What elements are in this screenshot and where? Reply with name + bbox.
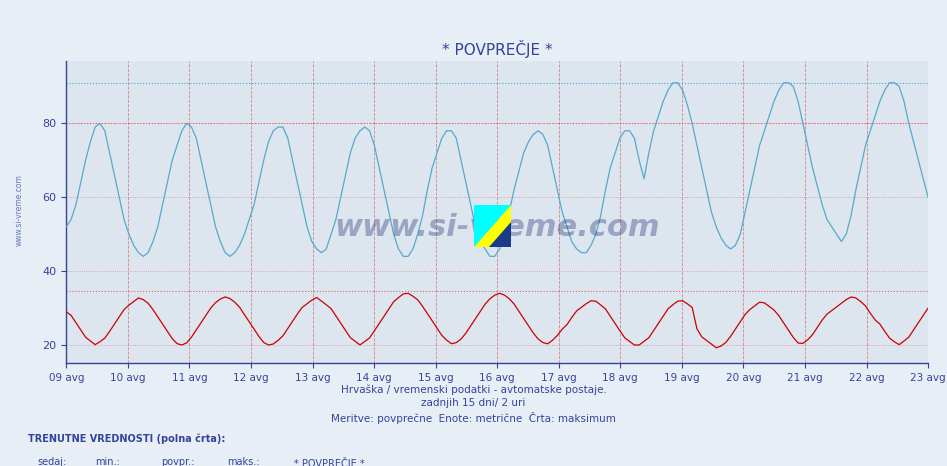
Polygon shape [474, 205, 511, 247]
Title: * POVPREČJE *: * POVPREČJE * [442, 40, 552, 58]
Text: maks.:: maks.: [227, 457, 259, 466]
Text: povpr.:: povpr.: [161, 457, 194, 466]
Text: * POVPREČJE *: * POVPREČJE * [294, 457, 365, 466]
Text: TRENUTNE VREDNOSTI (polna črta):: TRENUTNE VREDNOSTI (polna črta): [28, 433, 225, 444]
Text: www.si-vreme.com: www.si-vreme.com [334, 212, 660, 242]
Text: Hrvaška / vremenski podatki - avtomatske postaje.: Hrvaška / vremenski podatki - avtomatske… [341, 384, 606, 395]
Text: sedaj:: sedaj: [38, 457, 67, 466]
Text: zadnjih 15 dni/ 2 uri: zadnjih 15 dni/ 2 uri [421, 398, 526, 408]
Polygon shape [474, 205, 511, 247]
Text: min.:: min.: [95, 457, 119, 466]
Text: www.si-vreme.com: www.si-vreme.com [14, 174, 24, 246]
Text: Meritve: povprečne  Enote: metrične  Črta: maksimum: Meritve: povprečne Enote: metrične Črta:… [331, 412, 616, 425]
Polygon shape [489, 222, 511, 247]
